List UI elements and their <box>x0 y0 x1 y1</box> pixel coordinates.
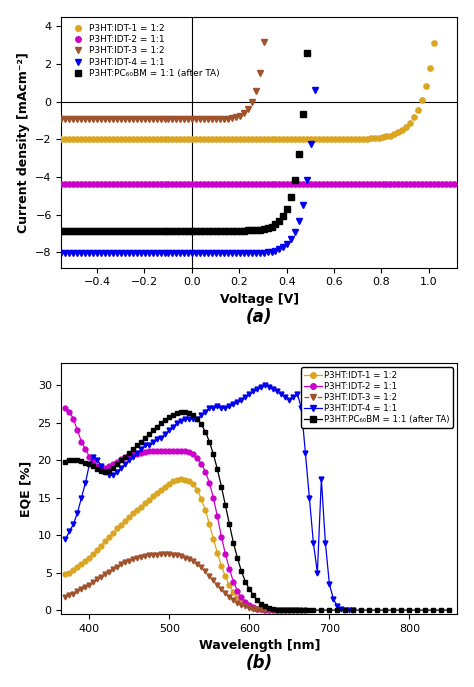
X-axis label: Wavelength [nm]: Wavelength [nm] <box>199 639 320 652</box>
Y-axis label: Current density [mAcm⁻²]: Current density [mAcm⁻²] <box>17 52 30 233</box>
Text: (b): (b) <box>246 654 273 672</box>
Legend: P3HT:IDT-1 = 1:2, P3HT:IDT-2 = 1:1, P3HT:IDT-3 = 1:2, P3HT:IDT-4 = 1:1, P3HT:PC₆: P3HT:IDT-1 = 1:2, P3HT:IDT-2 = 1:1, P3HT… <box>301 368 453 428</box>
Text: (a): (a) <box>246 308 273 326</box>
Y-axis label: EQE [%]: EQE [%] <box>19 460 32 517</box>
X-axis label: Voltage [V]: Voltage [V] <box>220 293 299 306</box>
Legend: P3HT:IDT-1 = 1:2, P3HT:IDT-2 = 1:1, P3HT:IDT-3 = 1:2, P3HT:IDT-4 = 1:1, P3HT:PC₆: P3HT:IDT-1 = 1:2, P3HT:IDT-2 = 1:1, P3HT… <box>66 21 223 80</box>
